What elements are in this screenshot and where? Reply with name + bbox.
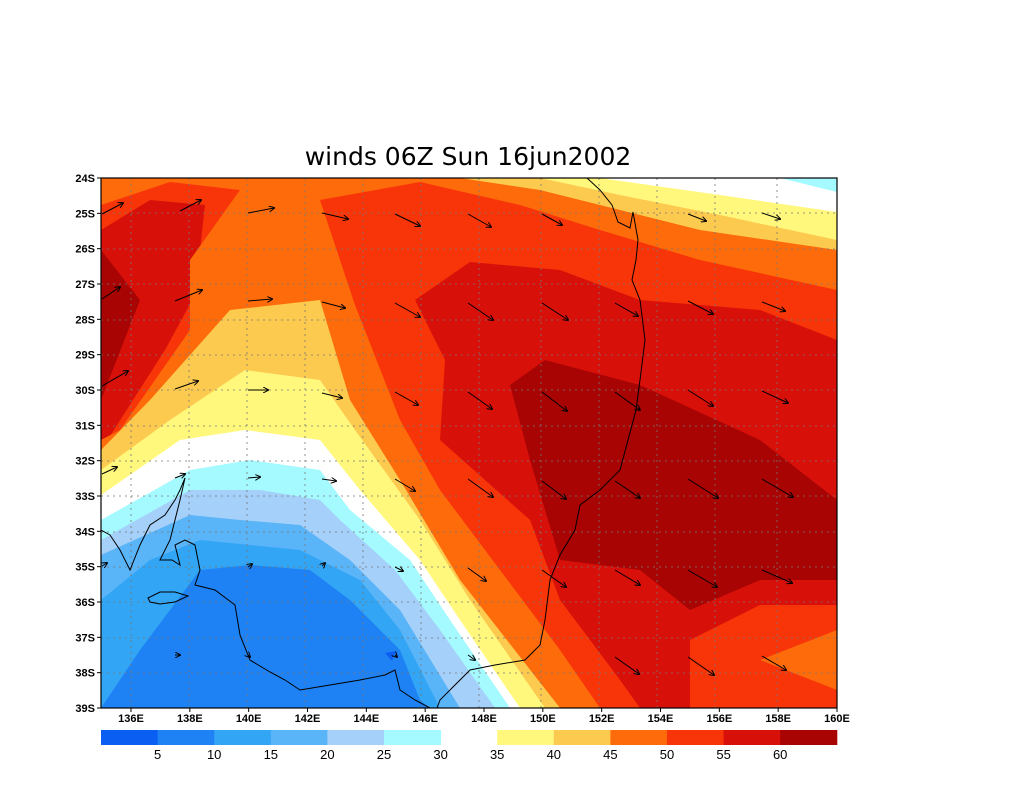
- lat-tick-label: 37S: [75, 632, 95, 644]
- colorbar-swatch: [610, 730, 668, 745]
- colorbar-label: 30: [433, 747, 447, 762]
- lat-tick-label: 26S: [75, 244, 95, 256]
- lon-tick-label: 152E: [589, 713, 615, 725]
- colorbar: 5 10 15 20 25 30 35 40 45 50 55 60: [101, 730, 838, 762]
- lat-tick-label: 31S: [75, 420, 95, 432]
- colorbar-swatch: [327, 730, 385, 745]
- lat-tick-label: 36S: [75, 597, 95, 609]
- colorbar-label: 10: [207, 747, 221, 762]
- colorbar-swatch: [101, 730, 159, 745]
- lon-tick-label: 148E: [471, 713, 497, 725]
- colorbar-label: 35: [490, 747, 504, 762]
- plot-frame: [100, 177, 838, 709]
- latitude-tick-labels: 24S 25S 26S 27S 28S 29S 30S 31S 32S 33S 34S 35S 36S 3…: [75, 173, 101, 715]
- colorbar-label: 45: [603, 747, 617, 762]
- colorbar-label: 55: [716, 747, 730, 762]
- lat-tick-label: 33S: [75, 491, 95, 503]
- coastline: [101, 178, 646, 708]
- lat-tick-label: 38S: [75, 668, 95, 680]
- lat-tick-label: 24S: [75, 173, 95, 185]
- coastline-south-australia: [101, 477, 431, 708]
- lat-tick-label: 39S: [75, 703, 95, 715]
- colorbar-label: 50: [660, 747, 674, 762]
- colorbar-swatch: [214, 730, 272, 745]
- longitude-tick-labels: 136E 138E 140E 142E 144E 146E 148E 150E 152E 154E…: [118, 708, 850, 725]
- colorbar-label: 40: [547, 747, 561, 762]
- lat-tick-label: 29S: [75, 350, 95, 362]
- lon-tick-label: 140E: [236, 713, 262, 725]
- coastline-east-australia: [436, 178, 646, 708]
- lon-tick-label: 146E: [412, 713, 438, 725]
- map-title: winds 06Z Sun 16jun2002: [305, 142, 632, 171]
- map-gridlines: [101, 178, 837, 708]
- colorbar-label: 15: [264, 747, 278, 762]
- colorbar-swatch: [157, 730, 215, 745]
- lon-tick-label: 160E: [824, 713, 850, 725]
- wind-vectors: [102, 200, 793, 675]
- colorbar-swatch: [780, 730, 838, 745]
- lat-tick-label: 25S: [75, 208, 95, 220]
- lon-tick-label: 144E: [353, 713, 379, 725]
- colorbar-label: 60: [773, 747, 787, 762]
- lon-tick-label: 154E: [648, 713, 674, 725]
- lon-tick-label: 136E: [118, 713, 144, 725]
- colorbar-swatch: [667, 730, 725, 745]
- colorbar-label: 20: [320, 747, 334, 762]
- colorbar-label: 5: [154, 747, 161, 762]
- colorbar-swatch: [270, 730, 328, 745]
- lat-tick-label: 28S: [75, 314, 95, 326]
- lat-tick-label: 32S: [75, 456, 95, 468]
- colorbar-label: 25: [377, 747, 391, 762]
- lat-tick-label: 30S: [75, 385, 95, 397]
- lat-tick-label: 35S: [75, 562, 95, 574]
- lon-tick-label: 158E: [765, 713, 791, 725]
- colorbar-swatch: [497, 730, 555, 745]
- lat-tick-label: 34S: [75, 526, 95, 538]
- lon-tick-label: 150E: [530, 713, 556, 725]
- colorbar-swatch: [384, 730, 442, 745]
- lon-tick-label: 138E: [177, 713, 203, 725]
- wind-speed-contours: [101, 178, 837, 708]
- colorbar-swatch: [553, 730, 611, 745]
- lon-tick-label: 142E: [295, 713, 321, 725]
- lat-tick-label: 27S: [75, 279, 95, 291]
- coastline-kangaroo-island: [147, 591, 190, 605]
- lon-tick-label: 156E: [706, 713, 732, 725]
- colorbar-swatch: [723, 730, 781, 745]
- band-5-10: [101, 565, 430, 708]
